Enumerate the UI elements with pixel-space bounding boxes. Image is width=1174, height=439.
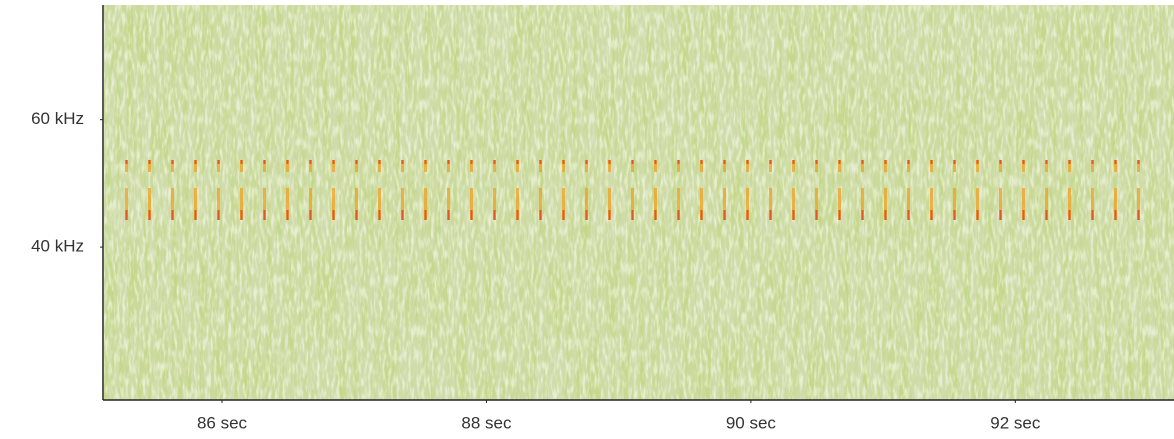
x-tick-label: 88 sec xyxy=(461,413,512,432)
x-tick-label: 92 sec xyxy=(990,413,1041,432)
x-tick-label: 86 sec xyxy=(197,413,248,432)
spectrogram-image xyxy=(104,5,1174,400)
y-tick-label: 40 kHz xyxy=(31,237,84,256)
x-tick-label: 90 sec xyxy=(726,413,777,432)
y-tick-label: 60 kHz xyxy=(31,109,84,128)
